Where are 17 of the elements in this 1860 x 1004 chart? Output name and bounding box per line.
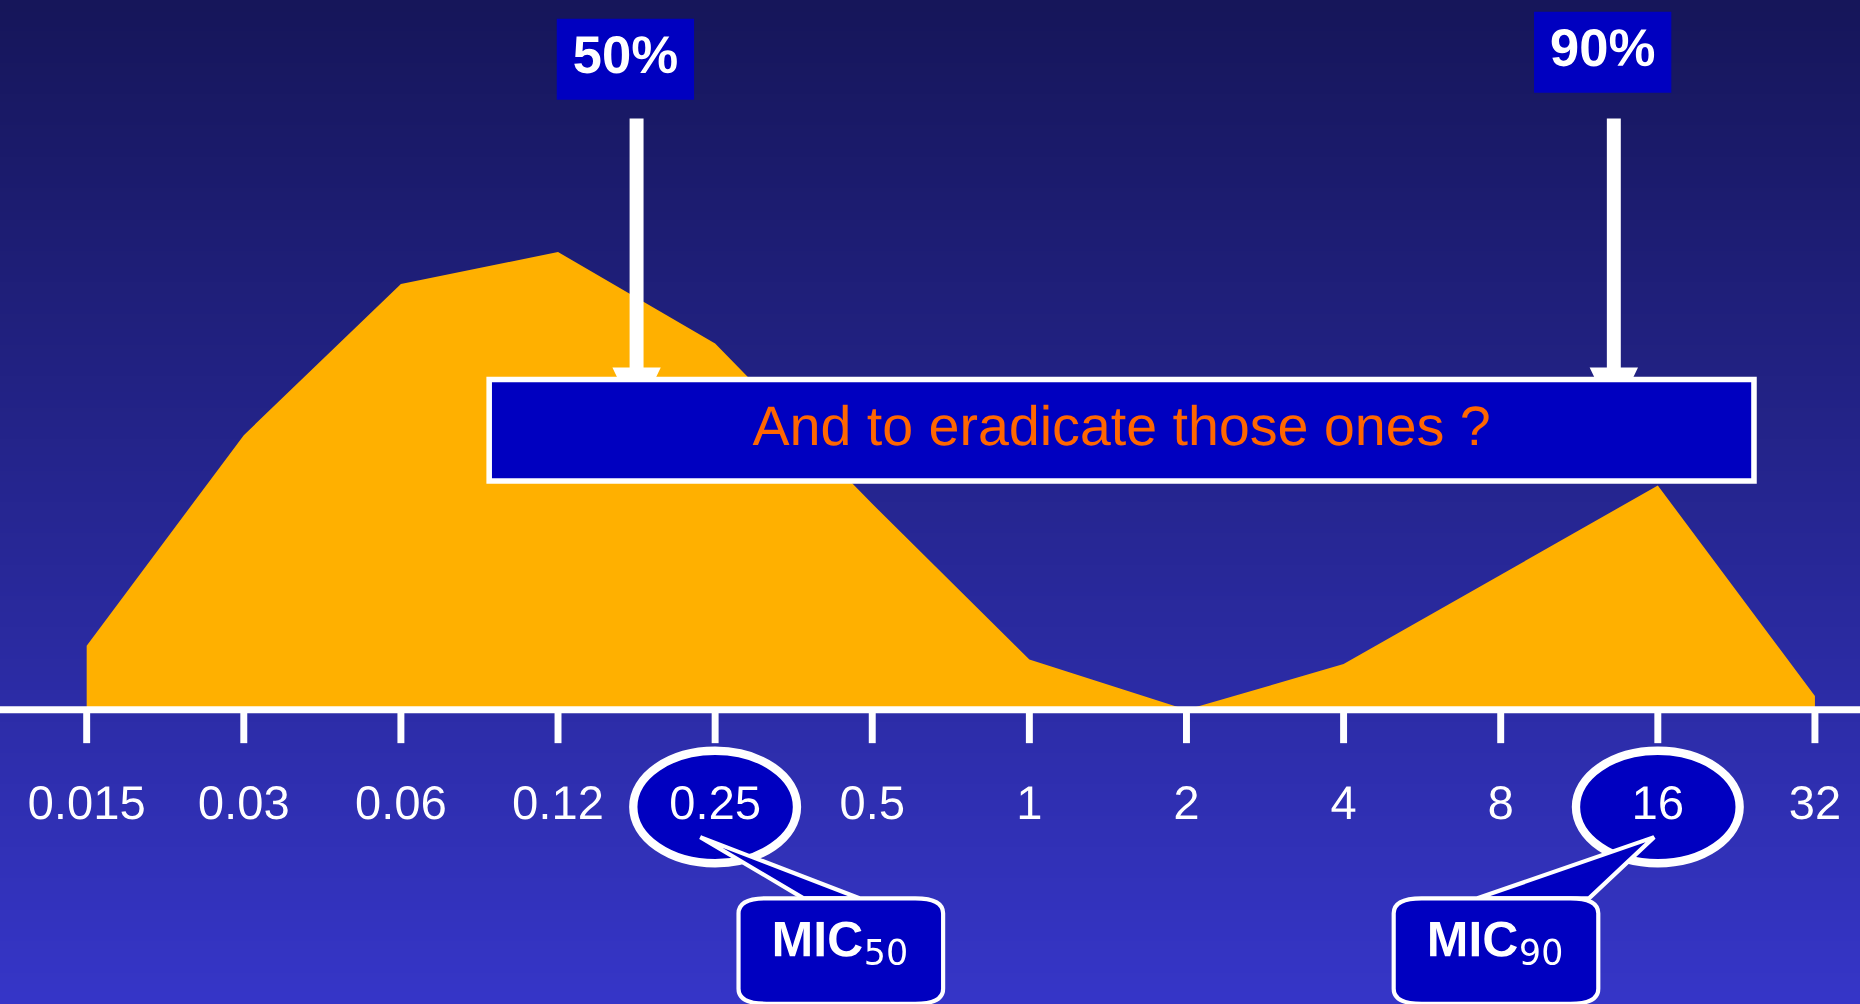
x-tick-label: 1 <box>1019 786 1041 820</box>
x-tick-label: 32 <box>1790 786 1839 820</box>
text: 90% <box>1551 29 1655 67</box>
x-tick-label: 0.015 <box>29 786 144 820</box>
x-tick-label: 8 <box>1489 786 1512 820</box>
annotation: And to eradicate those ones ? <box>752 404 1489 446</box>
x-tick-label: 0.06 <box>356 786 445 820</box>
text: MIC$_{50}$ <box>774 921 906 966</box>
x-tick-label: 0.5 <box>841 786 904 820</box>
x-tick-label: 16 <box>1635 786 1683 820</box>
x-tick-label: 4 <box>1331 786 1356 820</box>
text: MIC$_{90}$ <box>1430 921 1562 966</box>
x-tick-label: 2 <box>1175 786 1198 820</box>
x-tick-label: 0.25 <box>671 786 760 820</box>
text: 50% <box>574 36 677 74</box>
x-tick-label: 0.12 <box>513 786 602 820</box>
x-tick-label: 0.03 <box>199 786 288 820</box>
